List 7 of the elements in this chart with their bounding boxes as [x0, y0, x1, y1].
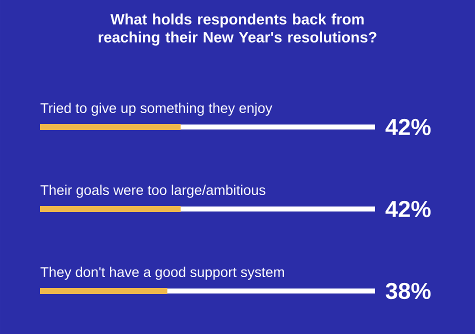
data-label: 38%	[386, 282, 431, 300]
y-tick-label: Their goals were too large/ambitious	[40, 184, 266, 198]
data-label: 42%	[386, 118, 431, 136]
y-tick-label: Tried to give up something they enjoy	[40, 102, 272, 116]
y-tick-label: They don't have a good support system	[40, 266, 284, 280]
data-label: 42%	[386, 200, 431, 218]
chart-title: What holds respondents back from reaching their New Year's resolutions?	[98, 14, 376, 46]
